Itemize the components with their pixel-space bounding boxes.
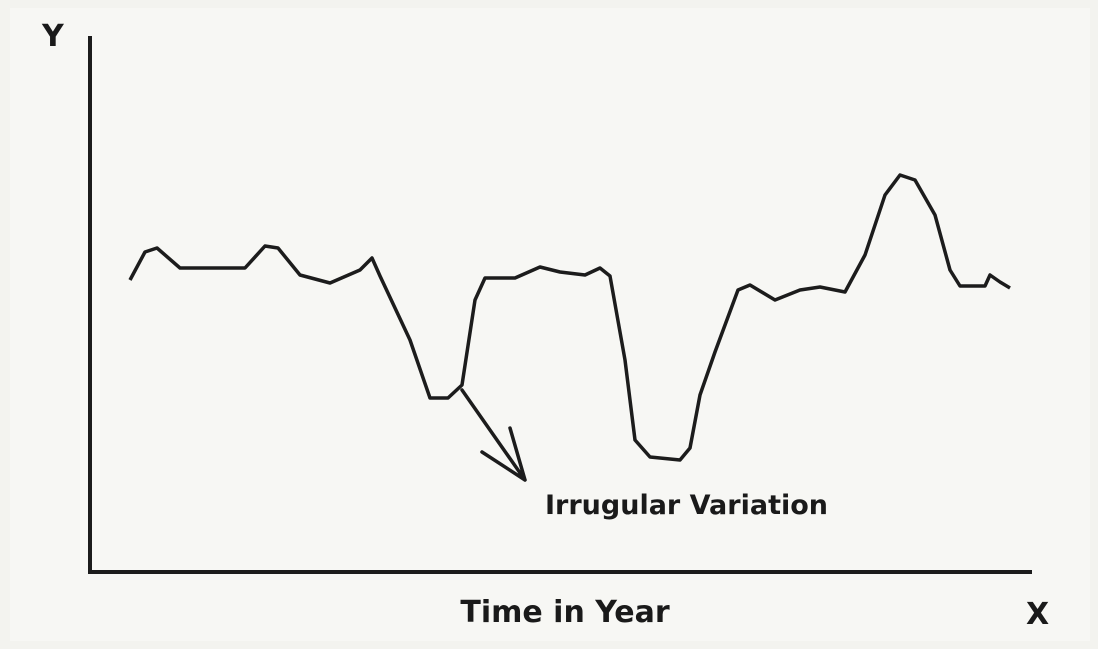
annotation: Irrugular Variation <box>545 490 828 521</box>
y-label: Y <box>41 19 65 54</box>
arrow <box>460 388 527 482</box>
axis-caption: Time in Year <box>460 595 669 630</box>
x-label: X <box>1026 597 1049 632</box>
paper <box>10 8 1090 641</box>
variation-curve <box>128 173 1011 462</box>
